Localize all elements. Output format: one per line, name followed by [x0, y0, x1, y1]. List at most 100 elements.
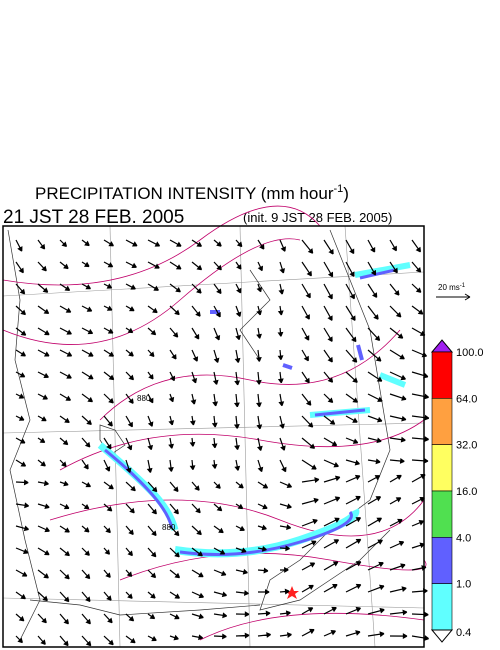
wind-arrow [411, 542, 425, 549]
wind-arrow [389, 305, 402, 318]
wind-arrow [235, 305, 242, 317]
wind-arrow [213, 283, 222, 294]
wind-arrow [211, 415, 218, 428]
wind-arrow [323, 561, 339, 571]
wind-arrow [235, 283, 242, 294]
wind-arrow [367, 517, 382, 527]
wind-arrow [367, 305, 379, 320]
wind-arrow [213, 547, 226, 555]
wind-arrow [279, 610, 291, 617]
wind-arrow [37, 503, 50, 510]
wind-arrow [125, 525, 134, 535]
wind-arrow [367, 496, 382, 505]
wind-arrow [37, 371, 49, 379]
wind-arrow [367, 349, 382, 362]
wind-arrow [81, 547, 90, 556]
wind-arrow [234, 349, 241, 363]
wind-arrow [345, 239, 355, 255]
wind-arrow [147, 239, 161, 247]
wind-arrow [212, 371, 219, 385]
contour-label: 880 [137, 394, 151, 403]
wind-arrow [213, 633, 227, 640]
wind-arrow [15, 635, 23, 644]
wind-arrow [234, 437, 240, 450]
wind-arrow [191, 327, 200, 340]
wind-arrow [59, 415, 70, 424]
wind-arrow [279, 588, 290, 595]
wind-arrow [389, 458, 405, 464]
wind-arrow [125, 415, 133, 428]
wind-arrow [211, 437, 218, 449]
wind-arrow [103, 305, 113, 311]
wind-arrow [37, 613, 47, 624]
wind-arrow [323, 606, 337, 615]
wind-arrow [103, 503, 113, 512]
wind-arrow [279, 415, 285, 429]
wind-arrow [411, 414, 430, 421]
wind-arrow [168, 393, 175, 403]
wind-arrow [37, 283, 49, 293]
wind-arrow [323, 415, 336, 425]
wind-arrow [323, 629, 336, 637]
wind-arrow [147, 393, 154, 404]
wind-arrow [277, 305, 284, 316]
wind-arrow [147, 481, 158, 493]
wind-arrow [411, 635, 429, 641]
wind-arrow [37, 327, 50, 336]
wind-arrow [59, 261, 69, 270]
wind-arrow [59, 503, 70, 510]
wind-arrow [15, 239, 23, 252]
wind-arrow [367, 584, 385, 593]
wind-arrow [389, 609, 408, 616]
wind-arrow [367, 327, 381, 341]
wind-arrow [256, 305, 263, 316]
wind-arrow [323, 539, 340, 549]
wind-arrow [301, 459, 317, 470]
wind-arrow [191, 349, 199, 362]
wind-arrow [125, 635, 136, 644]
wind-arrow [15, 349, 26, 357]
wind-arrow [103, 569, 111, 578]
wind-arrow [323, 475, 341, 483]
wind-arrow [345, 283, 355, 300]
wind-arrow [81, 591, 91, 602]
wind-arrow [191, 283, 202, 294]
wind-arrow [169, 613, 180, 620]
wind-arrow [81, 305, 93, 312]
wind-arrow [389, 393, 407, 401]
wind-arrow [323, 517, 340, 527]
isobars [2, 205, 427, 641]
wind-arrow [189, 437, 196, 447]
wind-arrow [278, 393, 285, 407]
wind-arrow [233, 393, 240, 408]
wind-arrow [235, 525, 245, 532]
wind-arrow [125, 459, 132, 473]
wind-arrow [234, 459, 241, 471]
wind-arrow [235, 327, 241, 341]
wind-arrow [169, 634, 179, 641]
wind-arrow [411, 436, 429, 442]
wind-arrow [125, 261, 137, 269]
colorbar-top [430, 339, 454, 353]
wind-arrow [15, 371, 26, 378]
wind-arrow [37, 349, 50, 357]
wind-arrow [147, 569, 157, 579]
wind-arrow [345, 583, 362, 593]
wind-arrow [367, 631, 385, 638]
wind-arrow [235, 632, 250, 639]
wind-arrow [257, 437, 263, 451]
wind-arrow [15, 415, 25, 421]
wind-arrow [301, 518, 318, 527]
precipitation [97, 262, 411, 558]
wind-arrow [147, 261, 160, 269]
wind-arrow [147, 283, 159, 291]
wind-arrow [301, 283, 311, 299]
wind-arrow [59, 349, 73, 357]
wind-arrow [169, 503, 179, 515]
wind-arrow [213, 305, 221, 318]
wind-arrow [146, 459, 153, 473]
wind-arrow [411, 239, 421, 253]
wind-arrow [37, 261, 47, 272]
wind-arrow [256, 327, 262, 339]
wind-arrow [279, 481, 293, 489]
